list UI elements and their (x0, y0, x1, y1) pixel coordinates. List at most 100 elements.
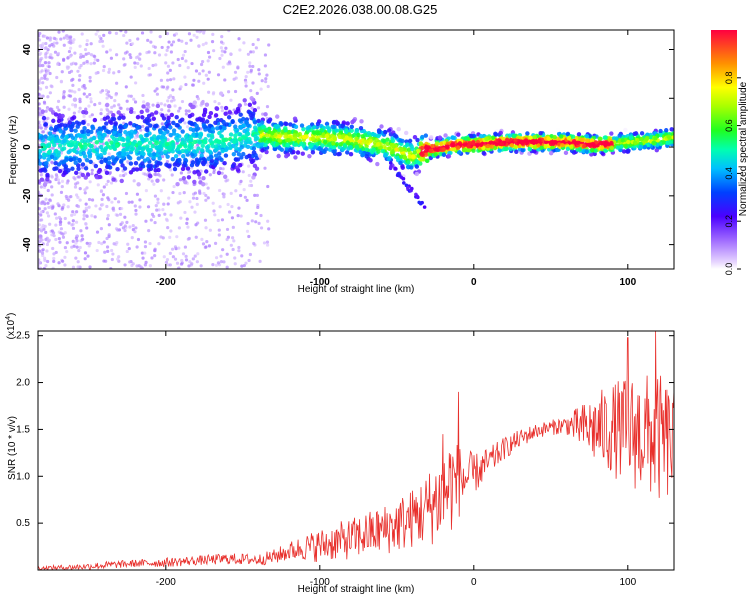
spectrogram-cell (245, 229, 250, 233)
spectrogram-cell (456, 132, 461, 137)
spectrogram-cell (138, 52, 142, 56)
spectrogram-cell (48, 180, 52, 184)
spectrogram-cell (71, 239, 75, 243)
spectrogram-cell (81, 150, 86, 156)
spectrogram-cell (136, 37, 140, 41)
spectrogram-cell (406, 147, 412, 152)
spectrogram-cell (83, 47, 88, 52)
spectrogram-cell (99, 90, 103, 94)
spectrogram-cell (278, 121, 283, 126)
spectrogram-cell (70, 135, 76, 141)
spectrogram-cell (181, 53, 186, 57)
spectrogram-cell (110, 200, 114, 204)
spectrogram-cell (57, 143, 63, 148)
spectrogram-cell (194, 69, 199, 73)
spectrogram-cell (349, 128, 354, 133)
spectrogram-cell (107, 165, 113, 170)
spectrogram-cell (40, 218, 44, 222)
spectrogram-cell (171, 95, 175, 100)
spectrogram-cell (146, 163, 151, 169)
spectrogram-cell (39, 135, 44, 140)
spectrogram-cell (295, 150, 301, 155)
spectrogram-cell (53, 212, 57, 216)
spectrogram-cell (236, 65, 240, 69)
spectrogram-cell (266, 219, 270, 223)
spectrogram-cell (194, 223, 198, 227)
spectrogram-cell (125, 50, 129, 54)
spectrogram-cell (71, 83, 75, 87)
spectrogram-cell (206, 77, 210, 81)
spectrogram-x-tick-label: -100 (310, 277, 330, 288)
spectrogram-cell (310, 150, 316, 155)
spectrogram-cell (43, 256, 47, 260)
spectrogram-cell (41, 81, 45, 85)
spectrogram-cell (54, 223, 58, 227)
snr-y-axis-label: SNR (10 * v/v) (7, 416, 18, 480)
spectrogram-cell (397, 173, 401, 178)
spectrogram-cell (66, 66, 70, 71)
spectrogram-cell (256, 143, 261, 149)
spectrogram-cell (182, 160, 188, 166)
spectrogram-cell (89, 129, 94, 135)
spectrogram-cell (170, 173, 174, 177)
snr-x-tick-label: 100 (619, 577, 636, 588)
spectrogram-cell (614, 136, 619, 141)
spectrogram-cell (134, 133, 139, 137)
spectrogram-cell (105, 115, 110, 120)
spectrogram-cell (407, 138, 413, 144)
spectrogram-cell (133, 136, 138, 140)
spectrogram-cell (38, 249, 42, 253)
spectrogram-cell (307, 153, 312, 159)
spectrogram-cell (275, 114, 280, 119)
spectrogram-cell (114, 31, 118, 35)
spectrogram-cell (201, 69, 205, 73)
spectrogram-cell (154, 204, 158, 208)
spectrogram-cell (81, 54, 86, 58)
spectrogram-cell (671, 135, 674, 140)
spectrogram-cell (213, 241, 218, 245)
spectrogram-cell (56, 62, 60, 66)
spectrogram-cell (150, 143, 155, 149)
spectrogram-cell (103, 158, 109, 164)
spectrogram-cell (38, 197, 41, 201)
spectrogram-cell (170, 156, 176, 162)
spectrogram-cell (74, 170, 79, 176)
spectrogram-cell (149, 40, 153, 44)
spectrogram-cell (543, 143, 549, 149)
spectrogram-cell (219, 254, 223, 258)
spectrogram-cell (204, 182, 208, 186)
spectrogram-cell (44, 197, 48, 201)
spectrogram-cell (418, 141, 424, 146)
spectrogram-cell (39, 236, 43, 240)
spectrogram-cell (602, 135, 608, 140)
spectrogram-cell (310, 136, 316, 141)
spectrogram-cell (528, 135, 533, 141)
spectrogram-cell (144, 126, 150, 131)
spectrogram-cell (249, 68, 253, 72)
spectrogram-cell (106, 217, 110, 221)
spectrogram-cell (164, 260, 169, 264)
spectrogram-cell (399, 154, 404, 159)
spectrogram-cell (94, 32, 98, 36)
spectrogram-cell (73, 139, 78, 145)
spectrogram-cell (104, 170, 110, 176)
spectrogram-cell (111, 252, 115, 256)
spectrogram-cell (52, 252, 56, 256)
spectrogram-cell (40, 109, 45, 114)
spectrogram-cell (39, 210, 43, 214)
spectrogram-cell (396, 127, 401, 132)
spectrogram-cell (136, 156, 141, 161)
spectrogram-cell (579, 137, 584, 142)
spectrogram-cell (71, 265, 76, 269)
spectrogram-cell (124, 191, 129, 196)
spectrogram-cell (239, 179, 243, 183)
spectrogram-cell (76, 195, 80, 199)
spectrogram-cell (263, 142, 268, 148)
spectrogram-cell (164, 113, 169, 117)
spectrogram-cell (520, 141, 525, 146)
spectrogram-cell (233, 157, 239, 162)
spectrogram-cell (120, 221, 124, 225)
spectrogram-cell (576, 127, 582, 132)
spectrogram-cell (165, 32, 170, 36)
spectrogram-cell (651, 140, 656, 146)
